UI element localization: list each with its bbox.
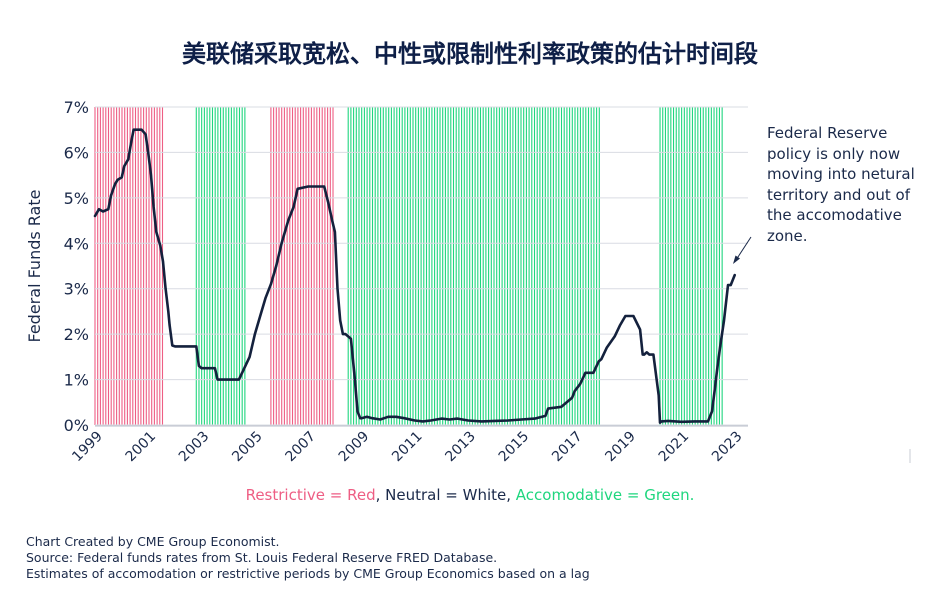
y-tick-label: 1%	[64, 371, 89, 390]
gridlines	[95, 106, 748, 427]
y-tick-label: 0%	[64, 416, 89, 435]
legend-separator: ,	[506, 486, 516, 504]
x-tick-label: 2021	[656, 429, 693, 466]
x-tick-label: 2011	[389, 429, 426, 466]
x-tick-labels: 1999 2001 2003 2005 2007 2009 2011 2013 2015 2017…	[69, 429, 745, 466]
footer-line: Source: Federal funds rates from St. Lou…	[26, 550, 498, 565]
y-tick-label: 4%	[64, 234, 89, 253]
x-tick-label: 2005	[229, 429, 266, 466]
x-tick-label: 2013	[442, 429, 479, 466]
restrictive-period-3	[270, 107, 334, 425]
annotation-text: Federal Reserve policy is only now movin…	[767, 124, 915, 245]
y-tick-label: 6%	[64, 143, 89, 162]
shaded-periods	[94, 107, 723, 425]
legend-neutral: Neutral = White	[385, 486, 507, 504]
x-tick-label: 2009	[336, 429, 373, 466]
y-tick-label: 7%	[64, 98, 89, 117]
fed-funds-line-group	[93, 128, 736, 424]
y-axis-label: Federal Funds Rate	[25, 190, 44, 343]
legend: Restrictive = Red, Neutral = White, Acco…	[0, 486, 940, 504]
y-tick-label: 3%	[64, 280, 89, 299]
annotation-arrow	[733, 236, 752, 264]
accommodative-period-4	[347, 107, 600, 425]
y-tick-label: 5%	[64, 189, 89, 208]
x-tick-label: 2015	[496, 429, 533, 466]
legend-accommodative: Accomodative = Green.	[515, 486, 695, 504]
x-tick-label: 2017	[549, 429, 586, 466]
footer-notes: Chart Created by CME Group Economist. So…	[26, 534, 590, 582]
chart-title: 美联储采取宽松、中性或限制性利率政策的估计时间段	[182, 40, 758, 68]
accommodative-period-2	[195, 107, 246, 425]
accommodative-period-5	[659, 107, 723, 425]
restrictive-period-1	[94, 107, 164, 425]
x-tick-label: 2007	[283, 429, 320, 466]
footer-line: Estimates of accomodation or restrictive…	[26, 566, 590, 581]
footer-line: Chart Created by CME Group Economist.	[26, 534, 280, 549]
x-tick-label: 2019	[602, 429, 639, 466]
fed-funds-rate-line	[93, 128, 736, 424]
x-tick-label: 2001	[123, 429, 160, 466]
y-tick-labels: 0% 1% 2% 3% 4% 5% 6% 7%	[64, 98, 89, 435]
legend-separator: ,	[375, 486, 386, 504]
y-tick-label: 2%	[64, 325, 89, 344]
x-tick-label: 2003	[176, 429, 213, 466]
x-tick-label: 2023	[709, 429, 746, 466]
legend-restrictive: Restrictive = Red	[245, 486, 376, 504]
